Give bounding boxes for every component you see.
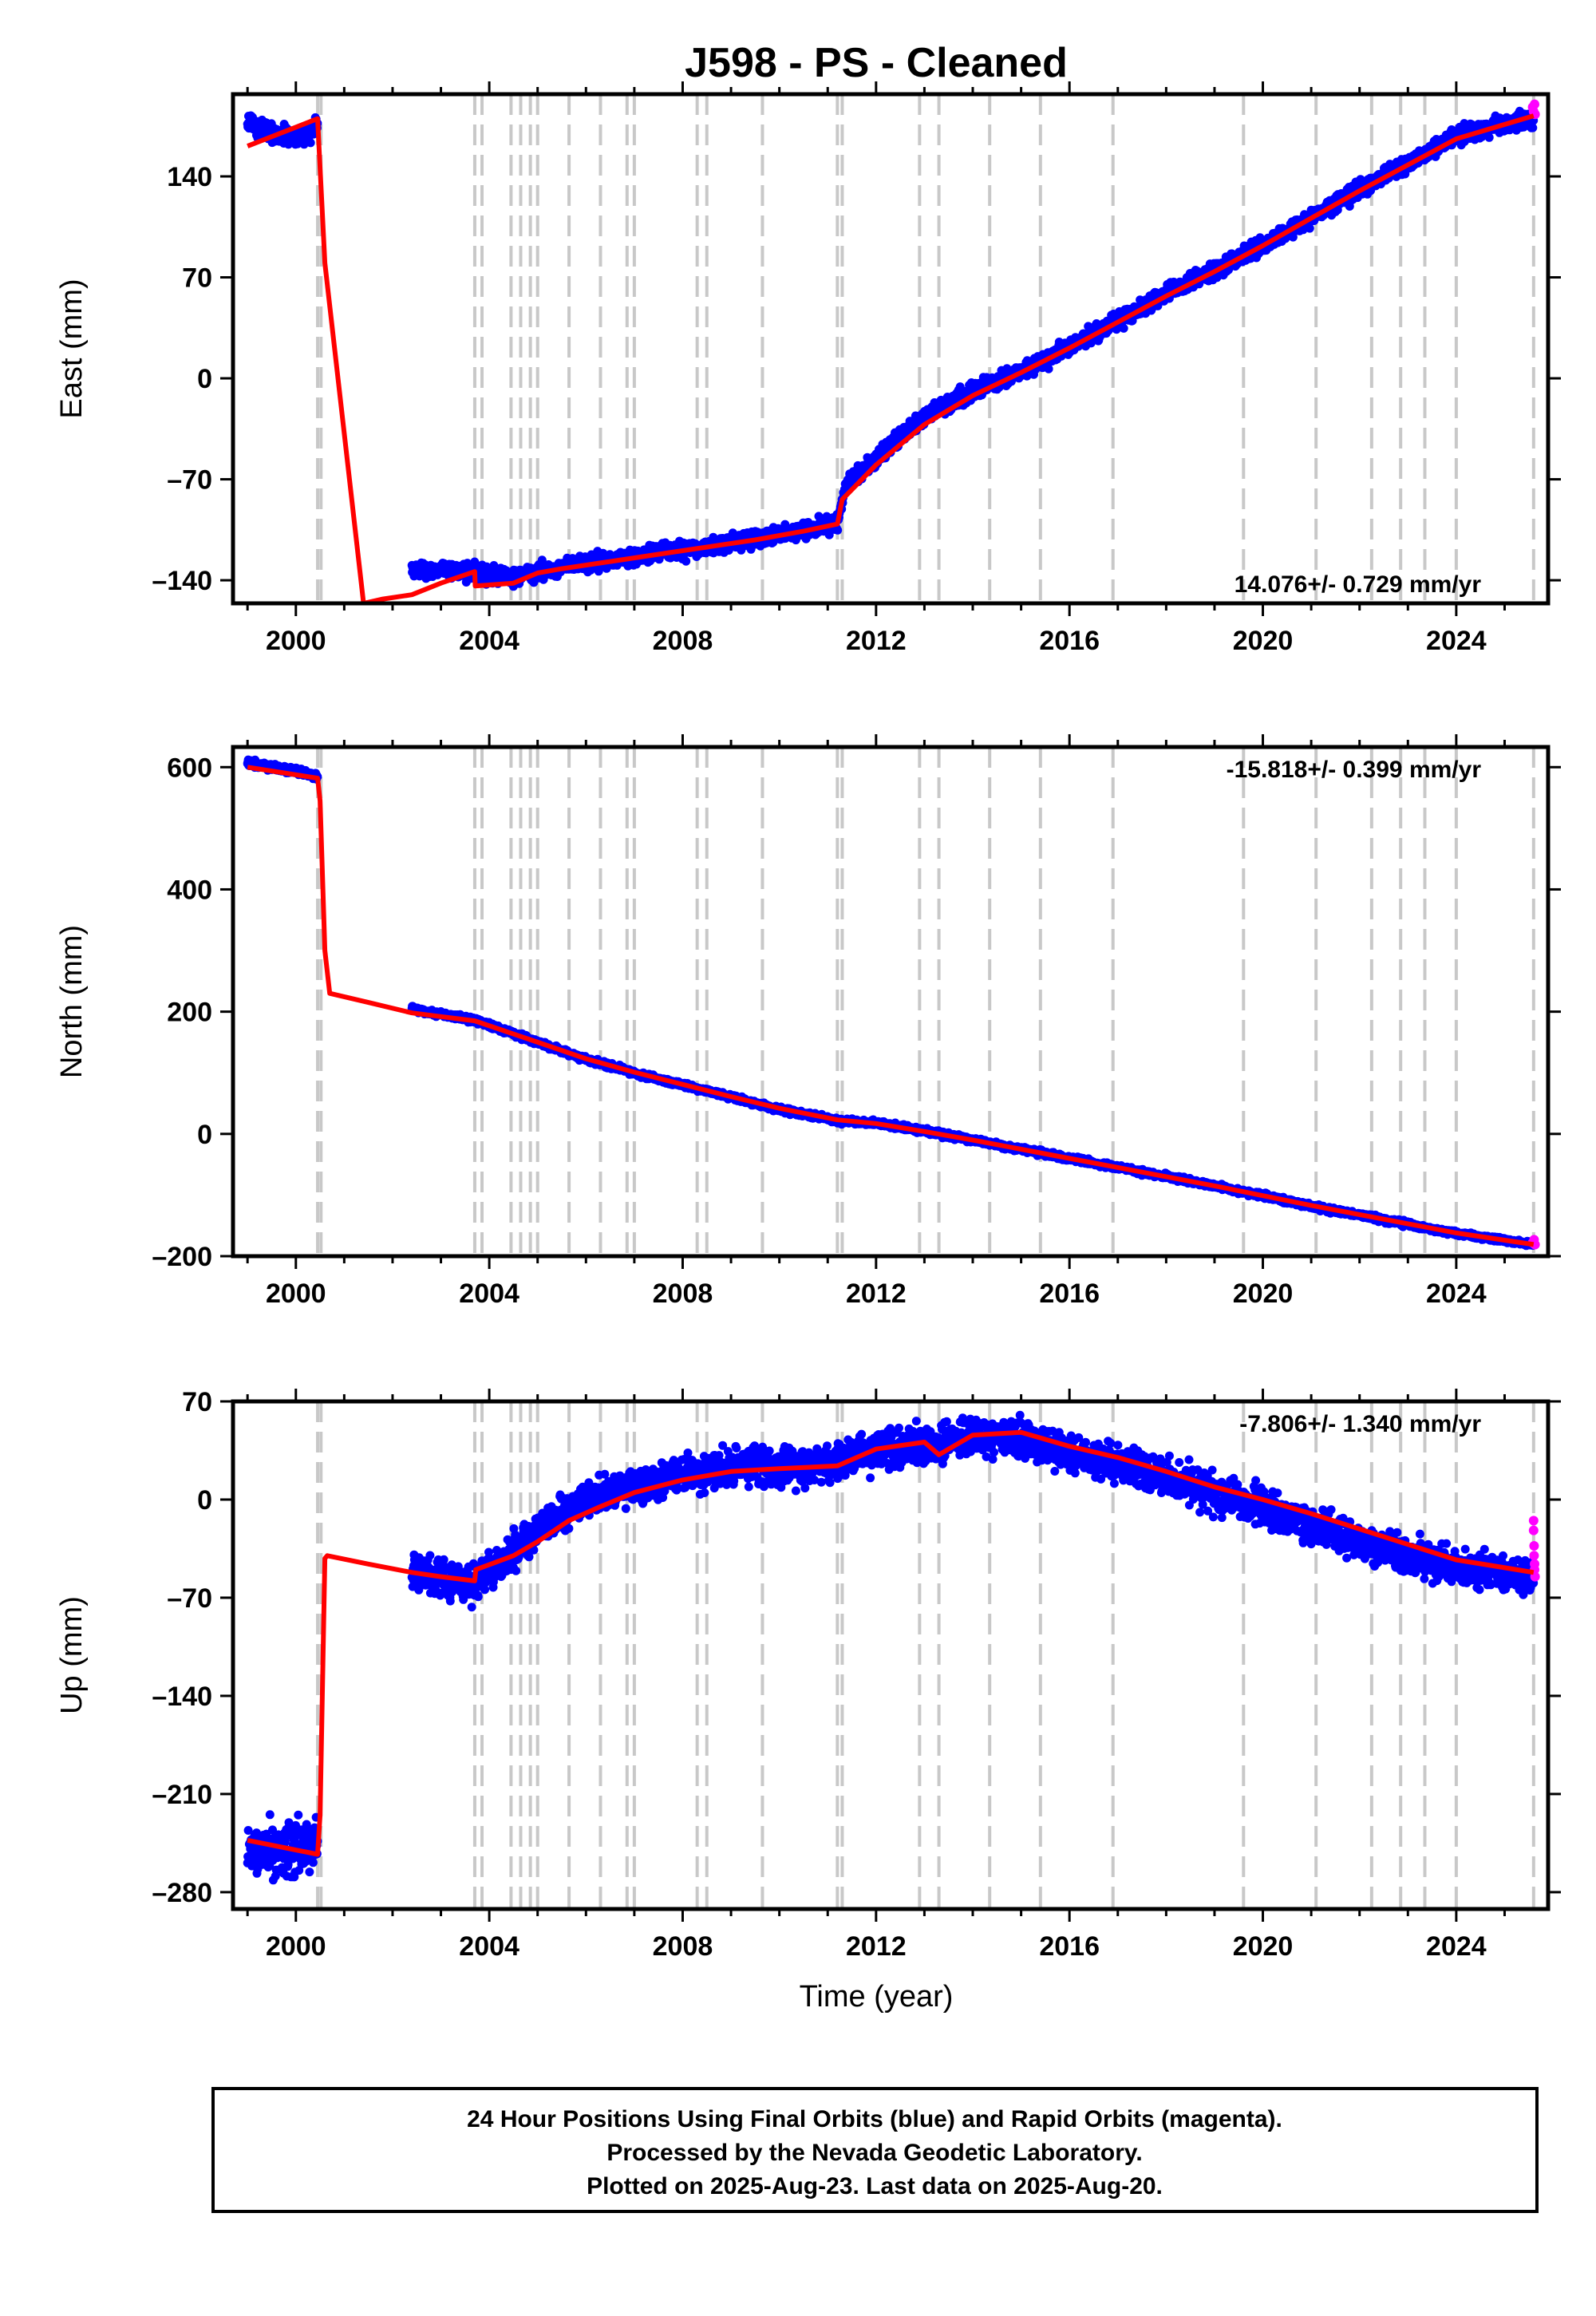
y-tick-label: –70: [167, 1583, 212, 1614]
x-axis: 2000 2004 2008 2012 2016 2020 2024: [246, 1389, 1506, 1962]
x-tick-label: 2008: [653, 626, 713, 656]
footer-line-3: Plotted on 2025-Aug-23. Last data on 202…: [587, 2173, 1163, 2199]
y-tick-label: 140: [167, 162, 212, 192]
y-axis-label: Up (mm): [55, 1596, 89, 1714]
x-tick-label: 2004: [459, 1931, 519, 1962]
x-tick-label: 2000: [266, 1279, 326, 1309]
y-tick-label: –70: [167, 465, 212, 496]
rapid-orbit-point: [1530, 99, 1540, 109]
x-tick-label: 2020: [1233, 1279, 1294, 1309]
velocity-label: -15.818+/- 0.399 mm/yr: [1227, 757, 1482, 783]
y-tick-label: 70: [182, 1387, 212, 1417]
data-series: [243, 1410, 1540, 1885]
x-tick-label: 2008: [653, 1931, 713, 1962]
x-tick-label: 2020: [1233, 1931, 1294, 1962]
data-series: [243, 99, 1540, 603]
footer-line-2: Processed by the Nevada Geodetic Laborat…: [606, 2140, 1142, 2166]
x-tick-label: 2016: [1039, 1931, 1100, 1962]
y-tick-label: 0: [197, 364, 212, 394]
velocity-label: -7.806+/- 1.340 mm/yr: [1239, 1411, 1481, 1437]
x-tick-label: 2008: [653, 1279, 713, 1309]
y-axis: –200 0 200 400 600: [152, 753, 1561, 1272]
x-tick-label: 2004: [459, 1279, 519, 1309]
y-axis: –280 –210 –140 –70 0 70: [152, 1387, 1561, 1908]
panel-1: 2000 2004 2008 2012 2016 2020 2024 –140 –70 0 70 14…: [55, 81, 1561, 656]
x-axis-label: Time (year): [800, 1980, 954, 2014]
plot-frame: [231, 745, 1551, 1259]
y-axis-label: North (mm): [55, 925, 89, 1078]
y-tick-label: –280: [152, 1878, 212, 1908]
chart-title: J598 - PS - Cleaned: [685, 40, 1068, 86]
daily-position-points: [407, 1410, 1539, 1612]
data-series: [243, 755, 1540, 1251]
y-tick-label: 600: [167, 753, 212, 783]
equipment-change-lines: [316, 747, 1535, 1256]
x-tick-label: 2004: [459, 626, 519, 656]
x-tick-label: 2012: [846, 626, 907, 656]
x-tick-label: 2024: [1426, 1279, 1487, 1309]
model-fit-line: [247, 1429, 1535, 1857]
x-tick-label: 2016: [1039, 626, 1100, 656]
y-axis: –140 –70 0 70 140: [152, 162, 1561, 596]
x-tick-label: 2000: [266, 1931, 326, 1962]
x-tick-label: 2012: [846, 1931, 907, 1962]
equipment-change-lines: [316, 1401, 1535, 1909]
rapid-orbit-point: [1528, 1516, 1539, 1526]
y-tick-label: –200: [152, 1242, 212, 1272]
x-tick-label: 2020: [1233, 626, 1294, 656]
footer-box: 24 Hour Positions Using Final Orbits (bl…: [211, 2087, 1539, 2213]
model-fit-line: [247, 113, 1535, 603]
y-tick-label: 70: [182, 263, 212, 294]
daily-position-points: [407, 1002, 1539, 1251]
y-tick-label: –210: [152, 1780, 212, 1810]
y-tick-label: 0: [197, 1485, 212, 1516]
x-tick-label: 2000: [266, 626, 326, 656]
equipment-change-lines: [316, 94, 1535, 603]
y-tick-label: 0: [197, 1120, 212, 1150]
footer-line-1: 24 Hour Positions Using Final Orbits (bl…: [467, 2106, 1282, 2132]
panel-3: 2000 2004 2008 2012 2016 2020 2024 –280 –210 –140…: [55, 1387, 1561, 1962]
plot-frame: [231, 1399, 1551, 1911]
x-axis: 2000 2004 2008 2012 2016 2020 2024: [246, 81, 1506, 656]
rapid-orbit-point: [1529, 1551, 1539, 1561]
x-tick-label: 2024: [1426, 1931, 1487, 1962]
y-tick-label: –140: [152, 1682, 212, 1712]
rapid-orbit-point: [1529, 1540, 1539, 1551]
y-tick-label: –140: [152, 566, 212, 596]
y-axis-label: East (mm): [55, 279, 89, 418]
model-fit-line: [247, 765, 1535, 1247]
x-axis: 2000 2004 2008 2012 2016 2020 2024: [246, 734, 1506, 1309]
velocity-label: 14.076+/- 0.729 mm/yr: [1235, 571, 1482, 598]
plot-frame: [231, 92, 1551, 606]
rapid-orbit-point: [1528, 1525, 1539, 1535]
x-tick-label: 2012: [846, 1279, 907, 1309]
x-tick-label: 2016: [1039, 1279, 1100, 1309]
panel-2: 2000 2004 2008 2012 2016 2020 2024 –200 0 200 400 6…: [55, 734, 1561, 1309]
y-tick-label: 400: [167, 875, 212, 905]
y-tick-label: 200: [167, 998, 212, 1028]
x-tick-label: 2024: [1426, 626, 1487, 656]
panels-layer: 2000 2004 2008 2012 2016 2020 2024–140–7007014…: [55, 81, 1561, 2014]
daily-position-points: [407, 106, 1539, 591]
